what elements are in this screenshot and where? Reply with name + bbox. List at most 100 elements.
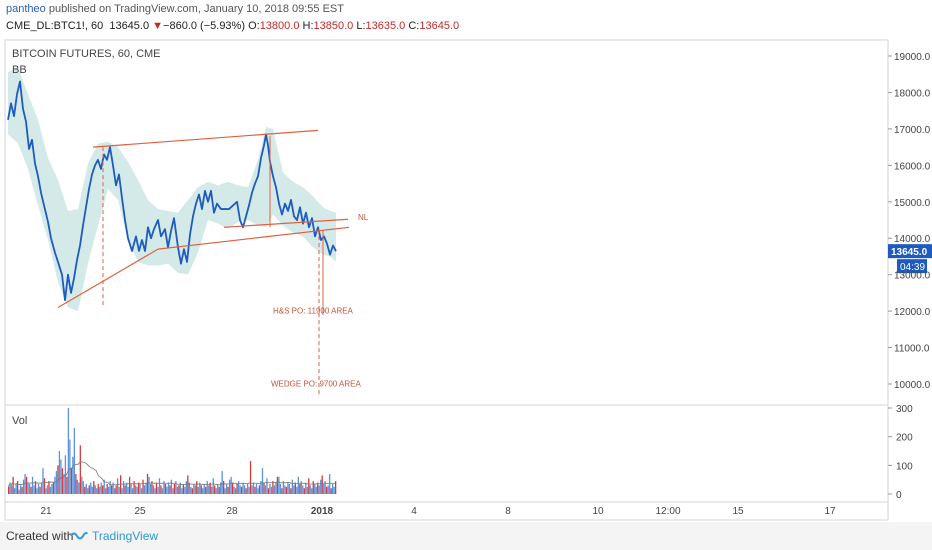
x-tick-label: 17 bbox=[824, 506, 836, 517]
volume-bar bbox=[317, 482, 319, 494]
volume-bar bbox=[167, 482, 170, 494]
volume-bar bbox=[48, 481, 50, 494]
down-arrow-icon: ▼ bbox=[152, 20, 164, 32]
annotation-label: H&S PO: 11900 AREA bbox=[273, 307, 354, 316]
volume-bar bbox=[131, 488, 134, 494]
volume-bar bbox=[305, 482, 307, 494]
volume-bar bbox=[233, 486, 235, 494]
volume-bar bbox=[79, 445, 81, 494]
y-tick-label: 17000.0 bbox=[894, 125, 931, 136]
volume-bar bbox=[273, 485, 276, 494]
volume-bar bbox=[58, 451, 61, 494]
volume-bar bbox=[81, 476, 83, 494]
volume-bar bbox=[270, 486, 273, 494]
volume-bar bbox=[114, 488, 116, 494]
countdown-label: 04:39 bbox=[900, 262, 925, 273]
volume-bar bbox=[276, 476, 279, 494]
chart-title: BITCOIN FUTURES, 60, CME bbox=[12, 48, 161, 60]
volume-bar bbox=[269, 483, 271, 494]
volume-bar bbox=[124, 485, 126, 494]
volume-bar bbox=[221, 471, 223, 494]
volume-bar bbox=[215, 488, 217, 494]
volume-bar bbox=[63, 473, 65, 494]
volume-bar bbox=[61, 468, 64, 494]
volume-bar bbox=[143, 485, 146, 494]
volume-bar bbox=[34, 481, 37, 494]
volume-bar bbox=[223, 481, 225, 494]
volume-bar bbox=[330, 488, 332, 494]
volume-bar bbox=[134, 485, 137, 494]
indicator-label: BB bbox=[12, 64, 27, 76]
vol-tick-label: 300 bbox=[896, 404, 913, 415]
volume-bar bbox=[206, 481, 208, 494]
volume-bar bbox=[73, 428, 75, 494]
volume-bar bbox=[170, 479, 173, 494]
volume-bar bbox=[28, 483, 31, 494]
volume-bar bbox=[145, 482, 147, 494]
volume-bar bbox=[87, 488, 89, 494]
vol-tick-label: 100 bbox=[896, 461, 913, 472]
volume-bar bbox=[140, 488, 143, 494]
volume-bar bbox=[258, 485, 261, 494]
volume-bar bbox=[39, 486, 41, 494]
volume-bar bbox=[300, 481, 302, 494]
price-layer bbox=[7, 80, 337, 302]
trend-line bbox=[92, 129, 319, 148]
volume-bar bbox=[272, 481, 274, 494]
volume-bar bbox=[139, 483, 141, 494]
volume-layer bbox=[7, 408, 337, 494]
last-price-badge bbox=[888, 244, 932, 259]
annotation-label: WEDGE PO: 9700 AREA bbox=[271, 380, 361, 389]
volume-bar bbox=[212, 478, 214, 494]
volume-bar bbox=[299, 483, 301, 494]
close-label: C: bbox=[408, 20, 420, 32]
author-name[interactable]: pantheo bbox=[6, 3, 46, 15]
volume-bar bbox=[16, 481, 19, 494]
volume-bar bbox=[118, 486, 120, 494]
volume-bar bbox=[13, 488, 16, 494]
volume-bar bbox=[149, 483, 152, 494]
volume-bar bbox=[137, 482, 140, 494]
volume-bar bbox=[306, 486, 308, 494]
volume-bar bbox=[226, 483, 228, 494]
volume-bar bbox=[9, 482, 11, 494]
volume-bar bbox=[163, 481, 165, 494]
volume-bar bbox=[102, 485, 104, 494]
drawing-lines-layer: NL H&S PO: 11900 AREA WEDGE PO: 9700 AREA 1… bbox=[57, 129, 932, 395]
low-value: 13635.0 bbox=[365, 20, 406, 32]
volume-bar bbox=[182, 483, 184, 494]
volume-bar bbox=[190, 486, 192, 494]
volume-bar bbox=[57, 465, 59, 494]
symbol-label: CME_DL:BTC1!, 60 bbox=[6, 20, 104, 32]
y-tick-label: 14000.0 bbox=[894, 234, 931, 245]
volume-bar bbox=[193, 483, 195, 494]
volume-bar bbox=[184, 486, 186, 494]
volume-bar bbox=[46, 485, 49, 494]
volume-bar bbox=[249, 461, 252, 494]
volume-bar bbox=[99, 486, 101, 494]
volume-bar bbox=[209, 482, 211, 494]
tradingview-link[interactable]: TradingView bbox=[92, 529, 159, 543]
volume-bar bbox=[318, 485, 320, 494]
volume-bar bbox=[314, 483, 316, 494]
volume-bar bbox=[119, 475, 122, 494]
y-tick-label: 12000.0 bbox=[894, 307, 931, 318]
volume-bar bbox=[242, 482, 244, 494]
volume-bar bbox=[230, 476, 232, 494]
volume-bar bbox=[266, 478, 268, 494]
volume-bar bbox=[187, 475, 189, 494]
volume-bar bbox=[218, 486, 220, 494]
volume-bar bbox=[64, 455, 67, 494]
volume-bar bbox=[267, 488, 270, 494]
volume-bar bbox=[231, 482, 234, 494]
countdown-badge bbox=[897, 259, 927, 274]
volume-bar bbox=[333, 486, 335, 494]
y-tick-label: 16000.0 bbox=[894, 161, 931, 172]
volume-average-line bbox=[7, 461, 336, 488]
volume-bar bbox=[125, 482, 128, 494]
volume-bar bbox=[69, 439, 71, 494]
y-tick-label: 15000.0 bbox=[894, 198, 931, 209]
volume-bar bbox=[52, 482, 55, 494]
volume-bar bbox=[169, 485, 171, 494]
